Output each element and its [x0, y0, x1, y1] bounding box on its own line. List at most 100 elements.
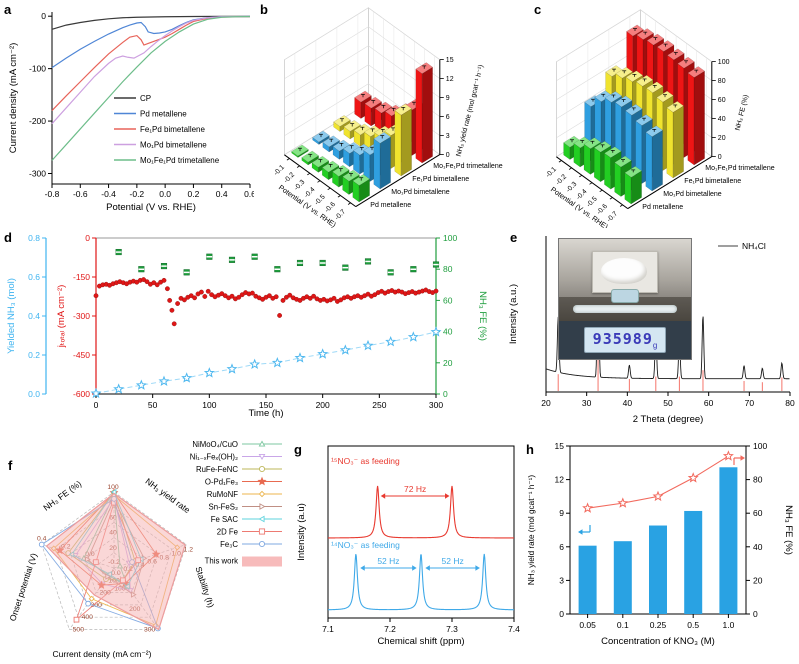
svg-text:40: 40 [753, 542, 763, 552]
svg-text:-300: -300 [73, 311, 90, 321]
svg-text:0: 0 [753, 609, 758, 619]
svg-text:-0.2: -0.2 [130, 189, 145, 199]
svg-text:-100: -100 [29, 64, 46, 74]
svg-text:-0.2: -0.2 [283, 171, 296, 184]
panel-h: h 0 3 6 9 12 15 0 20 40 60 80 100 0.05 0.1 0.25 0.5 1.0 C… [522, 436, 798, 662]
svg-text:0.0: 0.0 [159, 189, 171, 199]
svg-text:40: 40 [443, 327, 453, 337]
svg-text:-0.1: -0.1 [545, 166, 558, 179]
svg-text:Mo₁Pd bimetallene: Mo₁Pd bimetallene [140, 141, 207, 150]
svg-text:80: 80 [785, 398, 795, 408]
svg-text:Pd metallene: Pd metallene [642, 204, 683, 211]
svg-text:1.2: 1.2 [184, 547, 194, 554]
svg-text:Yielded NH₃ (mol): Yielded NH₃ (mol) [6, 278, 17, 354]
balance-display: 935989g [559, 321, 691, 359]
svg-text:80: 80 [443, 264, 453, 274]
svg-text:7.4: 7.4 [508, 624, 520, 634]
svg-text:-0.5: -0.5 [313, 193, 326, 206]
radar-comparison-chart: 204060801000.00.20.40.60.81.01.210020030… [7, 440, 282, 659]
svg-text:Chemical shift (ppm): Chemical shift (ppm) [377, 636, 464, 647]
svg-text:-150: -150 [73, 272, 90, 282]
svg-text:-0.6: -0.6 [73, 189, 88, 199]
svg-text:NH₃ FE (%): NH₃ FE (%) [477, 291, 488, 341]
svg-text:0.05: 0.05 [579, 620, 596, 630]
svg-text:Fe₁Pd bimetallene: Fe₁Pd bimetallene [140, 125, 206, 134]
svg-text:NH₃ yield rate (mol gcat⁻¹ h⁻¹: NH₃ yield rate (mol gcat⁻¹ h⁻¹) [456, 64, 486, 157]
balance-unit: g [652, 341, 658, 351]
svg-text:This work: This work [205, 557, 238, 566]
balance-reading: 935989 [592, 329, 653, 348]
svg-text:200: 200 [316, 400, 330, 410]
svg-text:Mo₁Fe₁Pd trimetallene: Mo₁Fe₁Pd trimetallene [433, 163, 502, 170]
svg-text:0.6: 0.6 [28, 272, 40, 282]
lsv-chart: 0 -100 -200 -300 -0.8 -0.6 -0.4 -0.2 0.0 0.2 0.4 0.… [8, 11, 256, 213]
svg-text:2D Fe: 2D Fe [217, 528, 238, 537]
svg-text:12: 12 [446, 76, 454, 83]
panel-d: d 0.0 0.2 0.4 0.6 0.8 Yielded NH₃ (mol) 0 -150 -… [2, 230, 500, 434]
svg-text:-0.2: -0.2 [555, 173, 568, 186]
weighing-paper [592, 251, 658, 293]
svg-text:-450: -450 [73, 350, 90, 360]
svg-text:O-Pd₁Fe₃: O-Pd₁Fe₃ [205, 478, 238, 487]
svg-text:jₜₒₜₐₗ (mA cm⁻²): jₜₒₜₐₗ (mA cm⁻²) [56, 285, 67, 349]
svg-text:RuFe-FeNC: RuFe-FeNC [196, 465, 238, 474]
svg-text:0.6: 0.6 [244, 189, 254, 199]
svg-text:0.1: 0.1 [617, 620, 629, 630]
svg-text:30: 30 [582, 398, 592, 408]
svg-text:Current density (mA cm⁻²): Current density (mA cm⁻²) [53, 649, 152, 659]
svg-text:0: 0 [41, 11, 46, 21]
svg-text:80: 80 [753, 475, 763, 485]
svg-text:72 Hz: 72 Hz [404, 484, 426, 494]
svg-text:300: 300 [144, 626, 156, 633]
panel-e-label: e [510, 230, 518, 245]
panel-c: c 0 20 40 60 80 100 NH₃ FE (%) -0.1 -0.2 -0.3 -0.4… [532, 2, 798, 231]
svg-text:20: 20 [753, 575, 763, 585]
svg-text:300: 300 [91, 602, 103, 609]
svg-text:2 Theta (degree): 2 Theta (degree) [633, 414, 704, 425]
svg-text:-0.4: -0.4 [303, 186, 316, 199]
svg-text:Mo₁Fe₁Pd trimetallene: Mo₁Fe₁Pd trimetallene [140, 156, 220, 165]
svg-text:RuMoNF: RuMoNF [207, 490, 238, 499]
balance-button [611, 289, 639, 303]
svg-text:300: 300 [429, 400, 443, 410]
svg-text:6: 6 [446, 114, 450, 121]
svg-text:NH₃ yield rate: NH₃ yield rate [144, 476, 193, 515]
svg-text:3: 3 [559, 575, 564, 585]
svg-text:Fe₁Pd bimetallene: Fe₁Pd bimetallene [412, 176, 469, 183]
balance-photo-inset: 935989g [558, 238, 692, 360]
svg-text:CP: CP [140, 94, 151, 103]
svg-text:15: 15 [555, 441, 565, 451]
svg-text:0: 0 [446, 152, 450, 159]
svg-text:Fe SAC: Fe SAC [211, 515, 239, 524]
svg-text:50: 50 [148, 400, 158, 410]
panel-b-label: b [260, 2, 268, 17]
svg-text:Fe₁Pd bimetallene: Fe₁Pd bimetallene [684, 178, 741, 185]
svg-text:1.0: 1.0 [722, 620, 734, 630]
svg-text:20: 20 [541, 398, 551, 408]
svg-text:500: 500 [73, 626, 85, 633]
svg-text:6: 6 [559, 542, 564, 552]
svg-text:7.2: 7.2 [384, 624, 396, 634]
svg-text:Ni₁₋ₓFeₓ(OH)₂: Ni₁₋ₓFeₓ(OH)₂ [190, 453, 238, 462]
svg-text:12: 12 [555, 475, 565, 485]
svg-text:100: 100 [107, 484, 119, 491]
svg-text:Concentration of KNO₃ (M): Concentration of KNO₃ (M) [601, 636, 715, 647]
svg-text:Time (h): Time (h) [248, 408, 283, 419]
svg-text:7.3: 7.3 [446, 624, 458, 634]
svg-text:Intensity (a.u): Intensity (a.u) [296, 503, 307, 561]
svg-text:¹⁴NO₃⁻ as feeding: ¹⁴NO₃⁻ as feeding [331, 540, 400, 550]
svg-text:52 Hz: 52 Hz [442, 556, 464, 566]
svg-text:60: 60 [443, 295, 453, 305]
svg-text:9: 9 [559, 508, 564, 518]
svg-text:Stability (h): Stability (h) [194, 565, 217, 609]
panel-c-label: c [534, 2, 542, 17]
svg-text:Mo₁Fe₁Pd trimetallene: Mo₁Fe₁Pd trimetallene [705, 165, 774, 172]
svg-text:0.4: 0.4 [216, 189, 228, 199]
svg-text:15: 15 [446, 57, 454, 64]
svg-text:-0.4: -0.4 [101, 189, 116, 199]
svg-text:Mo₁Pd bimetallene: Mo₁Pd bimetallene [663, 191, 721, 198]
svg-text:NH₃ FE (%): NH₃ FE (%) [735, 94, 751, 131]
svg-text:Potential (V vs. RHE): Potential (V vs. RHE) [106, 202, 196, 213]
